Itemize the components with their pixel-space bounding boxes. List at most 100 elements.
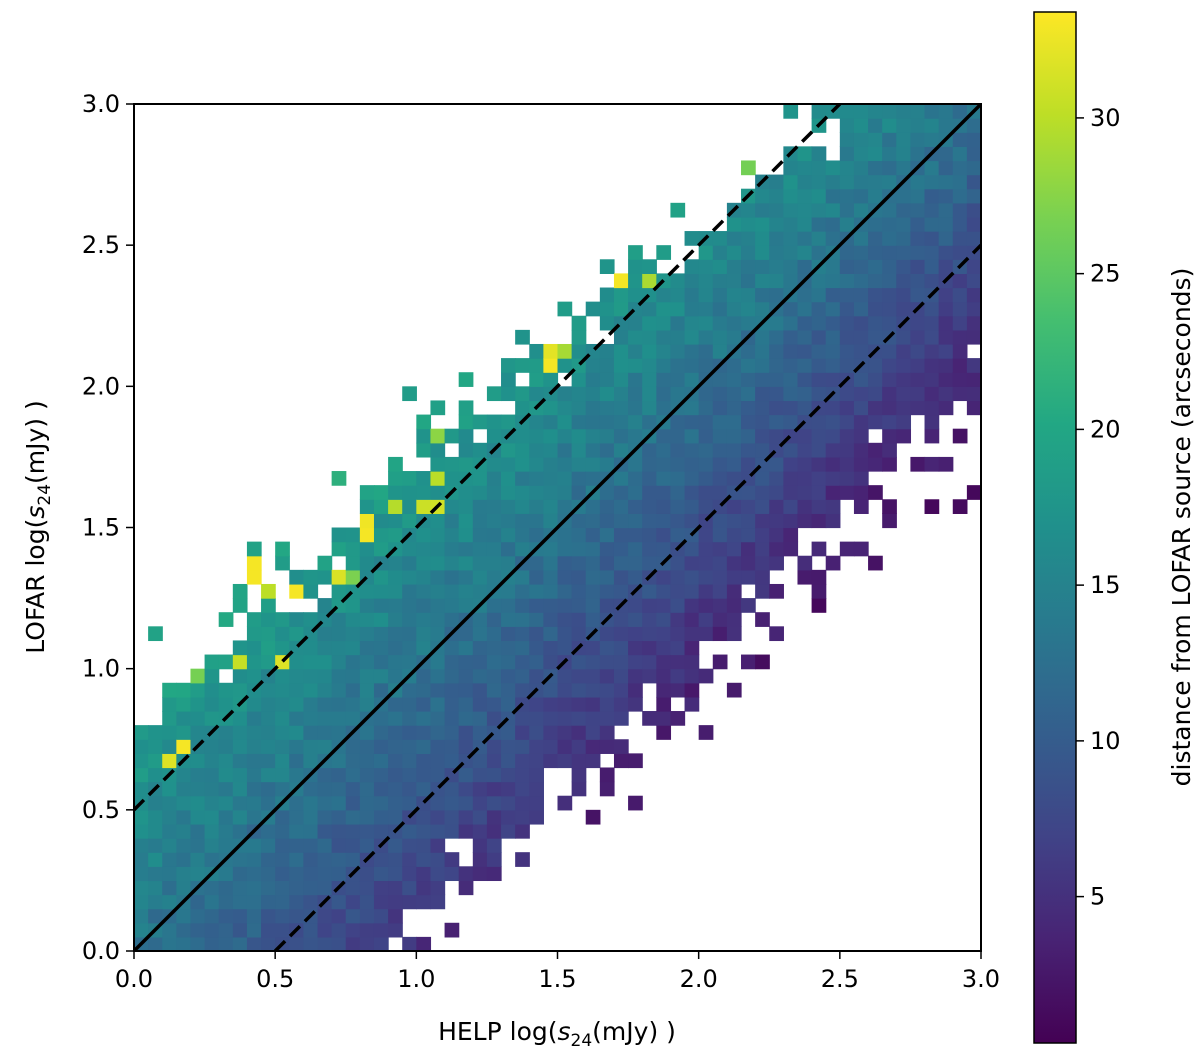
heatmap-cell — [882, 343, 897, 359]
heatmap-cell — [317, 598, 333, 613]
heatmap-cell — [331, 612, 347, 627]
heatmap-cell — [599, 711, 615, 726]
heatmap-cell — [458, 767, 474, 783]
heatmap-cell — [755, 654, 770, 670]
heatmap-cell — [176, 725, 192, 740]
heatmap-cell — [557, 555, 573, 571]
heatmap-cell — [585, 442, 601, 458]
heatmap-cell — [176, 809, 192, 825]
heatmap-cell — [190, 711, 206, 726]
heatmap-cell — [501, 442, 516, 458]
heatmap-cell — [853, 146, 869, 162]
heatmap-cell — [416, 428, 432, 444]
heatmap-cell — [811, 428, 827, 444]
heatmap-cell — [416, 499, 432, 514]
heatmap-cell — [642, 372, 657, 387]
heatmap-cell — [642, 711, 657, 726]
heatmap-cell — [303, 711, 319, 726]
heatmap-cell — [388, 809, 403, 825]
heatmap-cell — [741, 358, 756, 373]
x-tick-label: 1.5 — [538, 965, 576, 993]
heatmap-cell — [430, 725, 446, 740]
heatmap-cell — [501, 499, 516, 514]
heatmap-cell — [868, 301, 883, 317]
heatmap-cell — [670, 668, 686, 684]
heatmap-cell — [797, 400, 813, 416]
heatmap-cell — [388, 569, 403, 585]
heatmap-cell — [543, 358, 559, 373]
heatmap-cell — [543, 428, 559, 444]
heatmap-cell — [261, 866, 276, 882]
heatmap-cell — [190, 668, 206, 684]
heatmap-cell — [642, 343, 657, 359]
heatmap-cell — [726, 471, 742, 486]
heatmap-cell — [303, 583, 319, 599]
heatmap-cell — [515, 640, 530, 656]
heatmap-cell — [275, 866, 290, 882]
heatmap-cell — [642, 612, 657, 627]
heatmap-cell — [345, 668, 361, 684]
heatmap-cell — [359, 583, 375, 599]
heatmap-cell — [726, 513, 742, 529]
heatmap-cell — [712, 259, 728, 274]
heatmap-cell — [613, 358, 629, 373]
heatmap-cell — [571, 485, 587, 500]
heatmap-cell — [613, 612, 629, 627]
heatmap-cell — [656, 471, 672, 486]
heatmap-cell — [853, 541, 869, 557]
heatmap-cell — [148, 753, 163, 769]
heatmap-cell — [557, 414, 573, 430]
heatmap-cell — [472, 852, 488, 867]
heatmap-cell — [430, 456, 446, 472]
heatmap-cell — [246, 541, 262, 557]
heatmap-cell — [755, 414, 770, 430]
heatmap-cell — [204, 852, 220, 867]
heatmap-cell — [472, 527, 488, 543]
heatmap-cell — [402, 682, 417, 698]
heatmap-cell — [755, 499, 770, 514]
heatmap-cell — [501, 527, 516, 543]
heatmap-cell — [811, 358, 827, 373]
heatmap-cell — [543, 598, 559, 613]
heatmap-cell — [501, 626, 516, 642]
heatmap-cell — [543, 442, 559, 458]
heatmap-cell — [359, 626, 375, 642]
heatmap-cell — [924, 386, 940, 402]
heatmap-cell — [613, 668, 629, 684]
heatmap-cell — [317, 880, 333, 896]
heatmap-cell — [430, 400, 446, 416]
heatmap-cell — [303, 894, 319, 910]
heatmap-cell — [261, 711, 276, 726]
heatmap-cell — [726, 259, 742, 274]
heatmap-cell — [726, 612, 742, 627]
heatmap-cell — [755, 485, 770, 500]
heatmap-cell — [529, 696, 544, 712]
heatmap-cell — [373, 654, 389, 670]
heatmap-cell — [402, 612, 417, 627]
heatmap-cell — [430, 668, 446, 684]
heatmap-cell — [783, 513, 799, 529]
heatmap-cell — [868, 146, 883, 162]
heatmap-cell — [783, 343, 799, 359]
heatmap-cell — [218, 725, 234, 740]
heatmap-cell — [134, 922, 149, 938]
heatmap-cell — [684, 329, 700, 345]
heatmap-cell — [486, 711, 502, 726]
heatmap-cell — [472, 767, 488, 783]
heatmap-cell — [543, 640, 559, 656]
heatmap-cell — [599, 739, 615, 754]
heatmap-cell — [599, 696, 615, 712]
heatmap-cell — [501, 583, 516, 599]
heatmap-cell — [430, 852, 446, 867]
heatmap-cell — [501, 555, 516, 571]
heatmap-cell — [190, 725, 206, 740]
heatmap-cell — [529, 358, 544, 373]
heatmap-cell — [373, 795, 389, 811]
heatmap-cell — [373, 922, 389, 938]
heatmap-cell — [218, 753, 234, 769]
heatmap-cell — [402, 499, 417, 514]
heatmap-cell — [444, 682, 460, 698]
heatmap-cell — [388, 838, 403, 853]
heatmap-cell — [811, 174, 827, 190]
heatmap-cell — [741, 372, 756, 387]
